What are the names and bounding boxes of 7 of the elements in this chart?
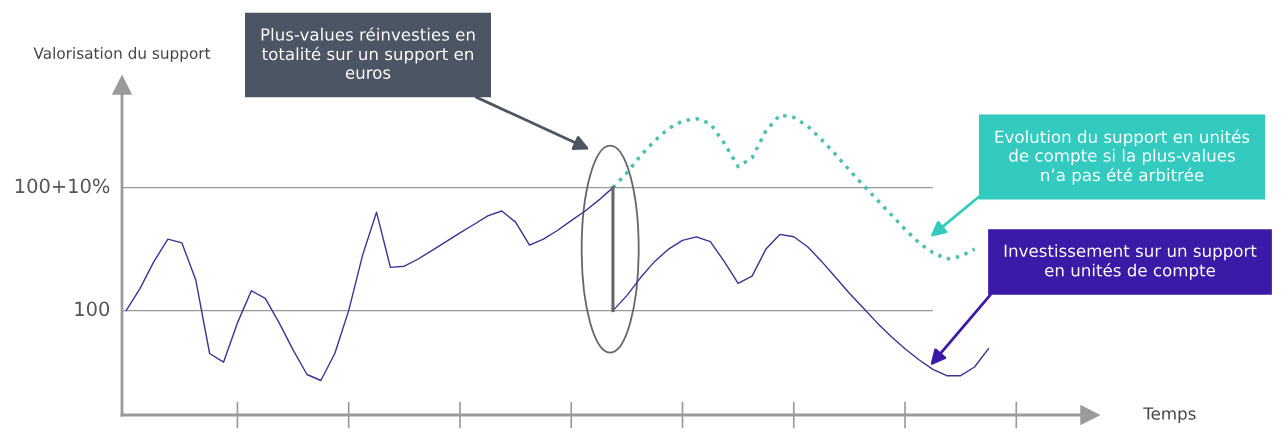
text: Temps xyxy=(1143,407,1196,424)
text: 100 xyxy=(75,301,110,317)
text: Plus-values réinvesties en totalité sur un support en euros xyxy=(261,27,475,79)
text: Investissement sur un support en unités de compte xyxy=(1004,244,1257,280)
y-axis-title: Valorisation du support xyxy=(33,47,211,62)
text: 100+10% xyxy=(15,178,110,194)
text: Evolution du support en unités de compte si la plus-values n’a pas été arbitrée xyxy=(995,129,1250,185)
